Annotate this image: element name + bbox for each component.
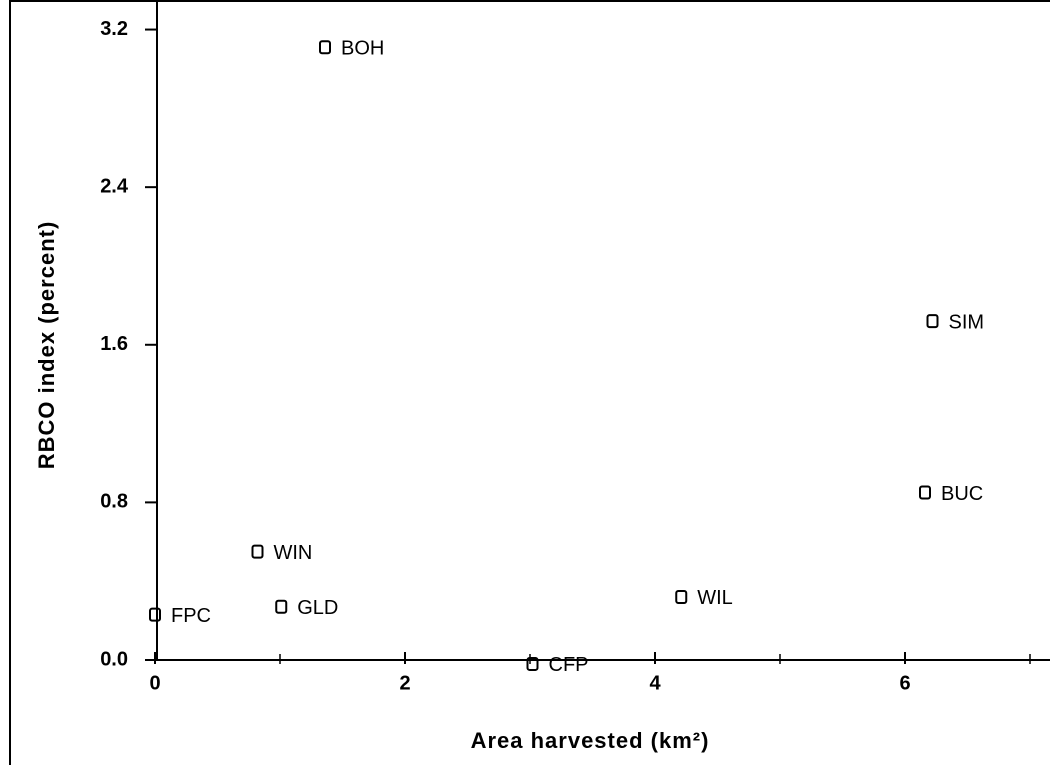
point: [675, 589, 688, 604]
x-tick-label: 2: [399, 672, 410, 694]
point-label: WIN: [274, 542, 313, 564]
point-label: BOH: [341, 38, 384, 60]
y-axis-title: RBCO index (percent): [34, 221, 59, 470]
point-label: WIL: [697, 587, 733, 609]
point: [926, 314, 939, 329]
y-tick-label: 2.4: [100, 175, 129, 197]
point: [319, 40, 331, 55]
point: [251, 544, 264, 559]
y-tick-label: 0.8: [100, 491, 128, 513]
point-label: FPC: [171, 605, 211, 627]
x-tick-label: 4: [649, 672, 661, 694]
y-tick-label: 0.0: [100, 648, 128, 670]
x-tick-label: 0: [149, 672, 160, 694]
point-label: SIM: [949, 311, 985, 333]
point-label: BUC: [941, 483, 983, 505]
point: [149, 607, 161, 622]
x-tick-label: 6: [899, 672, 910, 694]
point: [275, 599, 288, 614]
x-axis-title: Area harvested (km²): [471, 728, 710, 753]
point: [919, 485, 931, 500]
point: [526, 656, 539, 671]
point-label: CFP: [549, 654, 589, 676]
point-label: GLD: [297, 597, 338, 619]
y-tick-label: 1.6: [100, 333, 128, 355]
y-tick-label: 3.2: [100, 18, 128, 40]
